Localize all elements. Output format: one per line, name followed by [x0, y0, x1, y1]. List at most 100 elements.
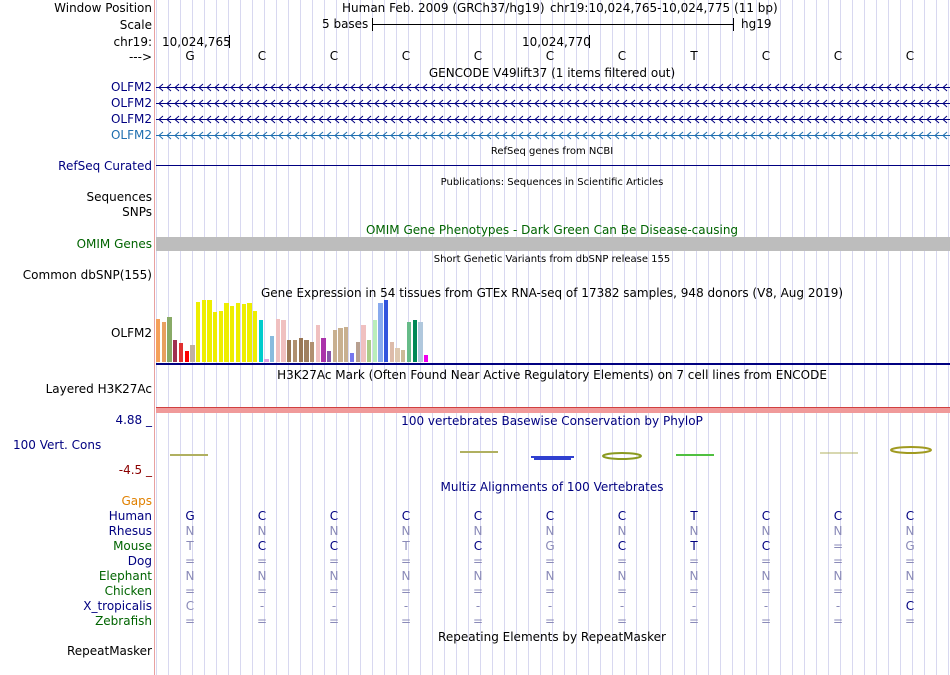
- gtex-tissue-bar[interactable]: [195, 302, 201, 362]
- base-letter: C: [833, 49, 843, 63]
- gtex-tissue-bar[interactable]: [241, 304, 246, 362]
- gtex-tissue-bar[interactable]: [264, 359, 269, 362]
- gtex-tissue-bar[interactable]: [201, 300, 206, 362]
- dbsnp-track-title[interactable]: Short Genetic Variants from dbSNP releas…: [433, 254, 671, 265]
- gtex-tissue-bar[interactable]: [178, 343, 184, 362]
- gtex-tissue-bar[interactable]: [270, 336, 275, 362]
- chr-label[interactable]: chr19:: [113, 35, 152, 49]
- multiz-species-label[interactable]: Mouse: [113, 539, 152, 553]
- gtex-tissue-bar[interactable]: [167, 317, 172, 362]
- gencode-item-label[interactable]: OLFM2: [110, 128, 152, 142]
- gencode-transcript-line[interactable]: [156, 131, 950, 140]
- gaps-track-label[interactable]: Gaps: [121, 494, 152, 508]
- gtex-tissue-bar[interactable]: [338, 328, 343, 362]
- refseq-track-label[interactable]: RefSeq Curated: [58, 159, 152, 173]
- multiz-alignment-base: N: [833, 524, 843, 538]
- gencode-transcript-line[interactable]: [156, 83, 950, 92]
- gtex-tissue-bar[interactable]: [349, 353, 355, 362]
- dbsnp-track-label[interactable]: Common dbSNP(155): [22, 268, 152, 282]
- gencode-transcript-line[interactable]: [156, 115, 950, 124]
- gtex-tissue-bar[interactable]: [389, 342, 395, 362]
- repeatmasker-track-label[interactable]: RepeatMasker: [66, 644, 152, 658]
- gtex-tissue-bar[interactable]: [287, 340, 292, 362]
- sequences-track-label[interactable]: Sequences: [86, 190, 152, 204]
- multiz-alignment-base: =: [760, 584, 772, 598]
- gtex-tissue-bar[interactable]: [258, 320, 263, 362]
- scale-label[interactable]: Scale: [119, 18, 152, 32]
- multiz-alignment-base: C: [761, 509, 771, 523]
- gtex-tissue-bar[interactable]: [218, 311, 224, 362]
- gtex-tissue-bar[interactable]: [213, 312, 218, 362]
- gtex-tissue-bar[interactable]: [315, 325, 320, 362]
- gtex-tissue-bar[interactable]: [355, 342, 360, 362]
- gtex-tissue-bar[interactable]: [207, 300, 212, 362]
- gtex-tissue-bar[interactable]: [309, 342, 315, 362]
- multiz-alignment-base: =: [832, 584, 844, 598]
- multiz-species-label[interactable]: Dog: [127, 554, 152, 568]
- multiz-alignment-base: N: [905, 524, 915, 538]
- gtex-tissue-bar[interactable]: [230, 306, 235, 362]
- gtex-tissue-bar[interactable]: [395, 348, 400, 362]
- gtex-tissue-bar[interactable]: [412, 320, 417, 362]
- multiz-species-label[interactable]: Elephant: [98, 569, 152, 583]
- gtex-tissue-bar[interactable]: [224, 303, 229, 362]
- gtex-tissue-bar[interactable]: [366, 340, 372, 362]
- gtex-tissue-bar[interactable]: [304, 340, 309, 362]
- multiz-species-label[interactable]: Zebrafish: [95, 614, 152, 628]
- omim-gene-bar[interactable]: [156, 237, 950, 251]
- gtex-tissue-bar[interactable]: [173, 340, 178, 362]
- gtex-tissue-bar[interactable]: [252, 311, 258, 362]
- gencode-track-title[interactable]: GENCODE V49lift37 (1 items filtered out): [428, 66, 676, 80]
- multiz-species-label[interactable]: Chicken: [104, 584, 152, 598]
- omim-track-title[interactable]: OMIM Gene Phenotypes - Dark Green Can Be…: [365, 223, 739, 237]
- snps-track-label[interactable]: SNPs: [122, 205, 152, 219]
- multiz-species-label[interactable]: X_tropicalis: [83, 599, 152, 613]
- gtex-tissue-bar[interactable]: [190, 345, 195, 362]
- gtex-track-title[interactable]: Gene Expression in 54 tissues from GTEx …: [260, 286, 844, 300]
- multiz-species-label[interactable]: Rhesus: [108, 524, 152, 538]
- gtex-tissue-bar[interactable]: [361, 325, 366, 362]
- gtex-tissue-bar[interactable]: [184, 351, 189, 362]
- gtex-tissue-bar[interactable]: [418, 322, 423, 362]
- multiz-alignment-base: C: [905, 509, 915, 523]
- h3k27ac-track-title[interactable]: H3K27Ac Mark (Often Found Near Active Re…: [277, 368, 827, 382]
- base-letter: G: [185, 49, 195, 63]
- gtex-tissue-bar[interactable]: [321, 338, 326, 362]
- h3k27ac-signal[interactable]: [156, 407, 950, 413]
- gtex-tissue-bar[interactable]: [235, 303, 241, 362]
- window-position-label[interactable]: Window Position: [54, 1, 152, 15]
- gencode-item-label[interactable]: OLFM2: [110, 80, 152, 94]
- gtex-tissue-bar[interactable]: [281, 320, 286, 362]
- refseq-track-title[interactable]: RefSeq genes from NCBI: [490, 146, 614, 157]
- gtex-tissue-bar[interactable]: [156, 319, 161, 362]
- gencode-transcript-line[interactable]: [156, 99, 950, 108]
- gtex-tissue-bar[interactable]: [298, 338, 303, 362]
- gtex-tissue-bar[interactable]: [332, 330, 338, 362]
- multiz-species-label[interactable]: Human: [108, 509, 152, 523]
- strand-arrow-label[interactable]: --->: [128, 50, 152, 64]
- gtex-tissue-bar[interactable]: [378, 303, 383, 362]
- gtex-tissue-bar[interactable]: [372, 320, 377, 362]
- gtex-tissue-bar[interactable]: [423, 355, 429, 362]
- phylop-track-label[interactable]: 100 Vert. Cons: [13, 438, 102, 452]
- gtex-tissue-bar[interactable]: [247, 303, 252, 362]
- gtex-tissue-bar[interactable]: [406, 322, 412, 362]
- repeatmasker-track-title[interactable]: Repeating Elements by RepeatMasker: [438, 630, 666, 644]
- gtex-tissue-bar[interactable]: [292, 340, 298, 362]
- gtex-tissue-bar[interactable]: [384, 300, 389, 362]
- multiz-track-title[interactable]: Multiz Alignments of 100 Vertebrates: [440, 480, 664, 494]
- gencode-item-label[interactable]: OLFM2: [110, 96, 152, 110]
- gtex-tissue-bar[interactable]: [327, 351, 332, 362]
- phylop-wiggle[interactable]: [156, 445, 950, 465]
- publications-track-title[interactable]: Publications: Sequences in Scientific Ar…: [440, 177, 664, 188]
- gtex-track-label[interactable]: OLFM2: [110, 326, 152, 340]
- gtex-tissue-bar[interactable]: [344, 327, 349, 362]
- gtex-tissue-bar[interactable]: [275, 319, 281, 362]
- gtex-tissue-bar[interactable]: [161, 322, 167, 362]
- phylop-track-title[interactable]: 100 vertebrates Basewise Conservation by…: [401, 414, 703, 428]
- omim-track-label[interactable]: OMIM Genes: [76, 237, 152, 251]
- h3k27ac-track-label[interactable]: Layered H3K27Ac: [45, 382, 152, 396]
- gtex-tissue-bar[interactable]: [401, 350, 406, 362]
- gencode-item-label[interactable]: OLFM2: [110, 112, 152, 126]
